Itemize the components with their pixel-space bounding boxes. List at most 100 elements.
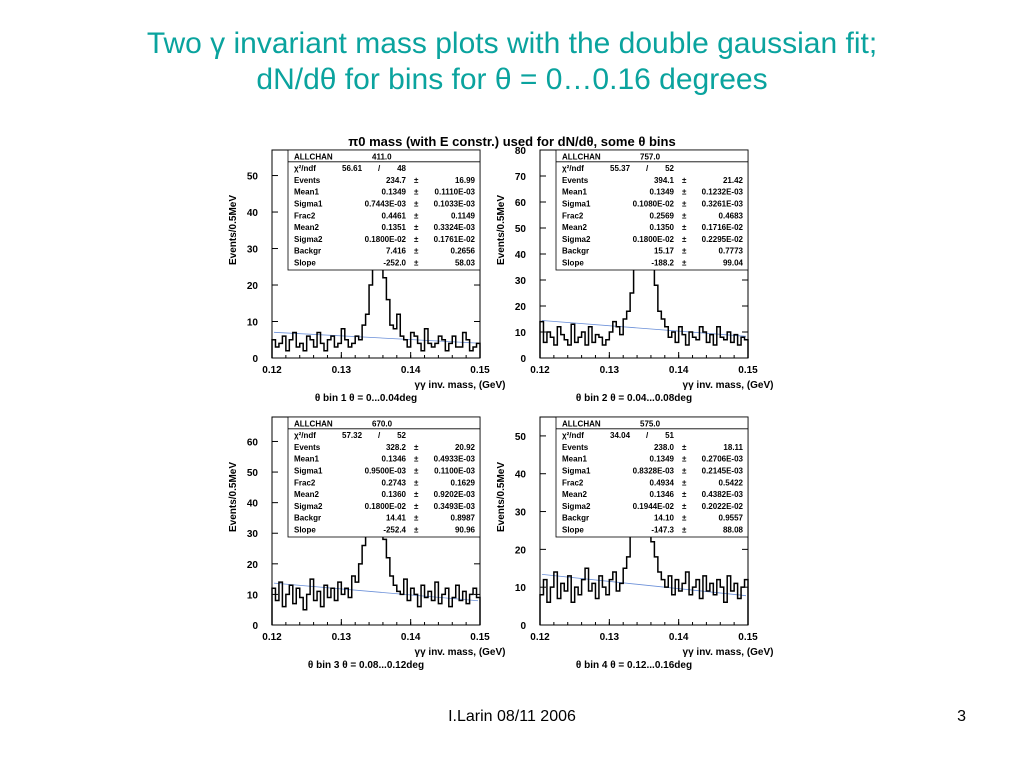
stats-row-value: 0.1349 [650,455,675,464]
stats-row-error: 0.9557 [719,514,744,523]
y-tick-label: 50 [515,432,527,443]
stats-box [287,149,481,271]
stats-row-error: 0.1149 [451,211,476,220]
x-axis-label: γγ inv. mass, (GeV) [415,647,506,658]
x-axis-label: γγ inv. mass, (GeV) [683,380,774,391]
stats-row-error: 88.08 [723,526,744,535]
stats-row-name: Mean2 [294,223,319,232]
stats-row-pm: ± [414,455,419,464]
stats-row-name: Mean2 [562,223,587,232]
stats-row-error: 0.1629 [451,478,476,487]
y-tick-label: 0 [520,621,526,632]
y-tick-label: 30 [515,508,527,519]
stats-row-value: 0.1350 [650,223,675,232]
background-fit-line [273,331,479,344]
stats-row-error: 0.8987 [451,514,476,523]
stats-row-name: Frac2 [562,478,584,487]
stats-row-name: Backgr [562,514,589,523]
bin-label: θ bin 3 θ = 0.08...0.12deg [308,660,424,671]
stats-row-pm: ± [414,467,419,476]
stats-row-error: 90.96 [455,526,476,535]
x-tick-label: 0.12 [530,632,550,643]
y-tick-label: 20 [247,281,259,292]
stats-row-name: Sigma2 [294,502,323,511]
y-tick-label: 20 [515,545,527,556]
y-tick-label: 70 [515,172,527,183]
stats-row-error: 0.9202E-03 [434,490,476,499]
x-tick-label: 0.12 [530,365,550,376]
stats-chi2-ndf: 48 [397,164,406,173]
stats-row-name: Events [294,443,321,452]
stats-row-pm: ± [414,443,419,452]
stats-header-name: ALLCHAN [294,419,333,428]
footer-author: I.Larin 08/11 2006 [448,708,576,725]
stats-chi2-value: 56.61 [342,164,363,173]
stats-box [555,416,749,538]
stats-row-name: Sigma2 [294,235,323,244]
stats-row-name: Backgr [294,247,321,256]
x-axis-label: γγ inv. mass, (GeV) [683,647,774,658]
y-tick-label: 20 [515,302,527,313]
stats-box [287,416,481,538]
stats-row-error: 0.2656 [451,247,476,256]
stats-row-error: 18.11 [723,443,743,452]
stats-row-name: Slope [562,526,584,535]
panel-2: 0.12 0.13 0.14 0.1501020304050607080Events/… [496,146,773,404]
y-tick-label: 30 [247,529,259,540]
stats-header-name: ALLCHAN [562,419,601,428]
stats-row-error: 0.5422 [719,478,744,487]
plot-frame [539,149,749,359]
stats-row-name: Sigma2 [562,235,591,244]
stats-row-name: Events [294,176,321,185]
stats-chi2-ndf: 52 [665,164,674,173]
x-tick-label: 0.15 [470,632,490,643]
stats-row-error: 0.1232E-03 [702,188,744,197]
stats-row-name: Slope [294,259,316,268]
slide-title-line-2: dN/dθ for bins for θ = 0…0.16 degrees [256,63,768,96]
stats-row-pm: ± [682,490,687,499]
stats-row-pm: ± [414,247,419,256]
stats-row-name: Backgr [562,247,589,256]
panel-4: 0.12 0.13 0.14 0.15 0 10 20 30 40 50 Events/0.5MeV… [496,416,774,671]
stats-row-name: Slope [294,526,316,535]
stats-row-pm: ± [414,176,419,185]
stats-row-value: 0.1351 [382,223,407,232]
y-tick-label: 60 [515,198,527,209]
stats-chi2-label: χ²/ndf [562,164,584,173]
stats-chi2-value: 57.32 [342,431,363,440]
stats-row-error: 20.92 [455,443,476,452]
stats-row-value: 0.2743 [382,478,407,487]
stats-row-error: 0.4933E-03 [434,455,476,464]
stats-row-name: Frac2 [294,211,316,220]
stats-row-error: 0.3493E-03 [434,502,476,511]
stats-row-value: 234.7 [386,176,407,185]
histogram-series [539,162,749,358]
y-tick-label: 40 [515,470,527,481]
stats-row-name: Frac2 [294,478,316,487]
stats-row-value: 14.10 [654,514,675,523]
x-tick-label: 0.13 [332,365,352,376]
stats-row-pm: ± [414,200,419,209]
stats-header-name: ALLCHAN [294,152,333,161]
stats-row-value: 0.9500E-03 [365,467,407,476]
stats-row-value: 0.1800E-02 [365,502,407,511]
stats-row-error: 16.99 [455,176,476,185]
stats-row-value: 328.2 [386,443,407,452]
stats-row-pm: ± [682,455,687,464]
stats-row-name: Mean1 [562,188,587,197]
y-tick-label: 50 [247,468,259,479]
stats-row-value: 0.4461 [382,211,407,220]
y-tick-label: 0 [252,621,258,632]
stats-row-value: -147.3 [651,526,674,535]
y-axis-label: Events/0.5MeV [496,195,507,265]
bin-label: θ bin 4 θ = 0.12...0.16deg [576,660,692,671]
stats-row-value: 0.1800E-02 [633,235,675,244]
stats-header-value: 575.0 [640,419,661,428]
x-tick-label: 0.13 [600,365,620,376]
stats-row-value: 0.2569 [650,211,675,220]
stats-row-error: 21.42 [723,176,744,185]
stats-row-value: 7.416 [386,247,407,256]
panel-1: 0.12 0.13 0.14 0.15 0 10 20 30 40 50 Events/0.5MeV… [228,149,505,404]
stats-row-pm: ± [682,247,687,256]
stats-row-error: 0.4382E-03 [702,490,744,499]
